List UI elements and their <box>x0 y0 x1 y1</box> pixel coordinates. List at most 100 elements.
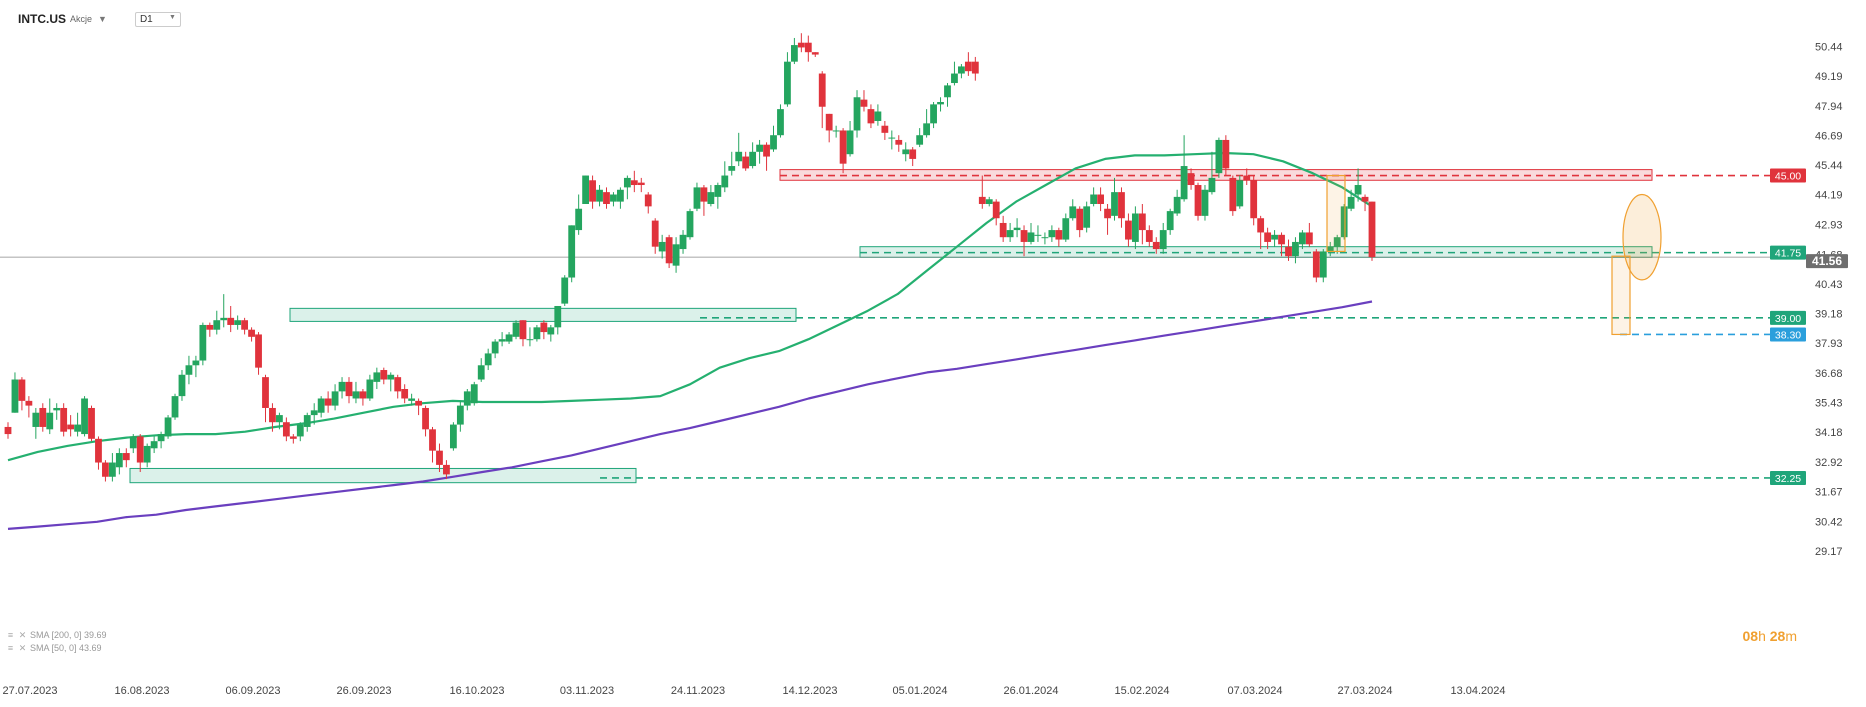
candle <box>561 275 569 306</box>
candle-body <box>554 305 562 328</box>
candle <box>276 412 283 430</box>
remove-indicator-icon[interactable]: ✕ <box>18 643 27 653</box>
candle <box>1027 222 1035 245</box>
candle-body <box>102 462 109 477</box>
symbol-dropdown-caret-icon[interactable]: ▼ <box>98 14 107 24</box>
x-tick-label: 27.03.2024 <box>1337 685 1392 697</box>
candle-body <box>1034 234 1042 236</box>
candle <box>1111 177 1118 221</box>
candle <box>4 422 12 439</box>
candle-body <box>519 320 527 340</box>
y-tick-label: 47.94 <box>1815 101 1843 113</box>
remove-indicator-icon[interactable]: ✕ <box>18 630 27 640</box>
candle-body <box>1285 246 1292 257</box>
candle <box>1271 230 1278 247</box>
candle-body <box>1250 180 1258 219</box>
badge-background <box>1770 327 1806 342</box>
candle <box>985 196 993 207</box>
candle <box>721 161 729 193</box>
candle <box>804 35 812 62</box>
candle-body <box>749 151 757 167</box>
candle <box>603 187 610 209</box>
candle <box>1361 194 1369 212</box>
candle <box>1041 232 1049 245</box>
candle <box>324 391 332 413</box>
asset-type-label: Akcje <box>70 14 93 24</box>
candle-body <box>721 175 729 188</box>
candle <box>1257 215 1265 250</box>
candle <box>491 339 499 359</box>
candle-body <box>39 407 47 427</box>
candle <box>874 104 882 126</box>
badge-background <box>1770 245 1806 260</box>
indicator-settings-icon[interactable]: ≡ <box>7 643 14 653</box>
badge-text: 39.00 <box>1775 313 1801 325</box>
candle-body <box>1131 213 1139 242</box>
candle-body <box>1118 192 1125 219</box>
candle-body <box>561 277 569 304</box>
timer-hours-unit: h <box>1758 628 1766 644</box>
candle-body <box>1271 234 1278 240</box>
indicator-settings-icon[interactable]: ≡ <box>7 630 14 640</box>
candle <box>992 199 1000 226</box>
y-tick-label: 30.42 <box>1815 516 1843 528</box>
candle-body <box>53 407 61 411</box>
current-price-badge: 41.56 <box>1806 254 1848 269</box>
highlight-box <box>1611 255 1631 336</box>
y-tick-label: 29.17 <box>1815 546 1843 558</box>
candle <box>338 377 346 399</box>
candle <box>394 374 402 399</box>
candle <box>1194 182 1202 221</box>
candle <box>443 460 450 480</box>
candle <box>39 403 47 432</box>
badge-text: 32.25 <box>1775 473 1801 485</box>
candle-body <box>373 372 381 382</box>
candle <box>408 393 416 406</box>
candle-body <box>185 365 193 375</box>
candle-body <box>150 441 158 449</box>
badge-text: 45.00 <box>1775 171 1801 183</box>
candle-body <box>742 156 750 169</box>
candle-body <box>623 177 631 188</box>
candle-body <box>777 109 784 136</box>
y-tick-label: 39.18 <box>1815 309 1843 321</box>
candle-body <box>1090 194 1098 204</box>
candle <box>18 377 26 411</box>
candle <box>359 389 367 406</box>
candle-body <box>804 42 812 53</box>
candle-body <box>129 436 137 449</box>
candle <box>1368 201 1376 261</box>
candle <box>1145 225 1153 247</box>
candle <box>707 185 715 207</box>
candle <box>1250 175 1258 226</box>
timeframe-select[interactable]: D1 ▼ <box>134 11 181 27</box>
candle-body <box>1013 227 1021 231</box>
candle <box>971 56 979 81</box>
candle <box>1319 249 1327 283</box>
candle <box>477 358 485 382</box>
candle-body <box>1326 246 1334 252</box>
candle-body <box>1020 230 1028 242</box>
candle-body <box>589 180 596 202</box>
candle-body <box>95 438 102 463</box>
candle <box>777 104 784 138</box>
candle-body <box>1166 211 1174 231</box>
candle <box>540 320 548 340</box>
x-tick-label: 15.02.2024 <box>1114 685 1169 697</box>
symbol-label[interactable]: INTC.US <box>18 12 66 26</box>
y-tick-label: 35.43 <box>1815 398 1843 410</box>
candle-body <box>32 412 40 427</box>
timer-hours: 08 <box>1742 628 1759 644</box>
candle-body <box>136 436 144 463</box>
candle <box>422 405 429 437</box>
x-tick-label: 03.11.2023 <box>560 685 614 697</box>
candle-body <box>157 434 165 442</box>
candle <box>547 324 555 342</box>
candle <box>1215 137 1223 178</box>
candle-body <box>1104 208 1111 219</box>
candle-body <box>756 144 763 152</box>
candle-body <box>401 389 409 399</box>
y-tick-label: 42.93 <box>1815 220 1843 232</box>
candle <box>227 305 235 333</box>
